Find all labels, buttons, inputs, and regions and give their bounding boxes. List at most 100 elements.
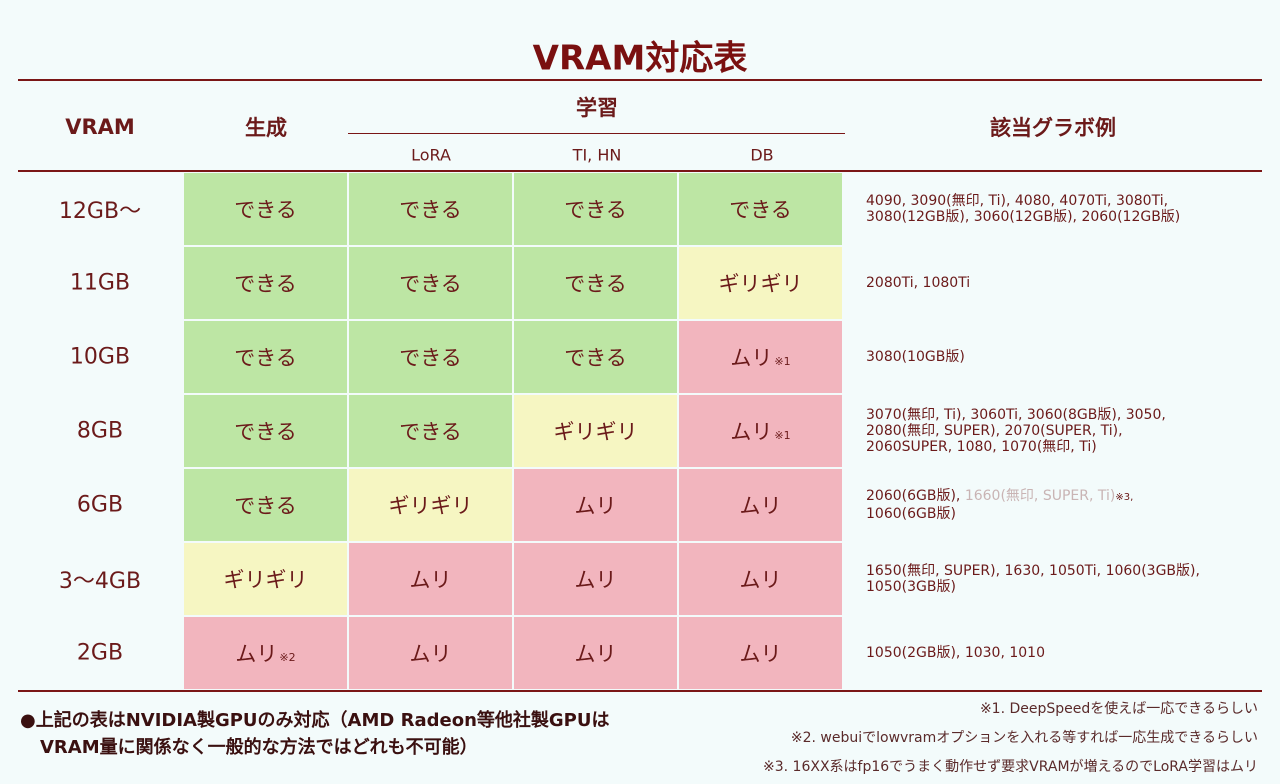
cell-text: できる [234,346,297,370]
cell-text: できる [234,272,297,296]
cell-text: ムリ [739,642,782,666]
cell-text: できる [234,494,297,518]
header: 生成 [245,116,287,140]
cell: ムリ [514,469,677,541]
header: VRAM [65,115,135,139]
gpu-line: 2080(無印, SUPER), 2070(SUPER, Ti), [866,423,1123,439]
cell: ムリ ※1 [679,395,842,467]
cell-text: ムリ [574,568,617,592]
cell-note: ※1 [774,428,791,442]
cell-text: ムリ [730,420,773,444]
footer-note: ●上記の表はNVIDIA製GPUのみ対応（AMD Radeon等他社製GPUは [20,710,610,731]
gpu-segment: 1660(無印, SUPER, Ti) [964,488,1116,504]
cell: ギリギリ [679,247,842,319]
cell: ムリ ※1 [679,321,842,393]
footnote: ※1. DeepSpeedを使えば一応できるらしい [979,701,1258,717]
cell: ギリギリ [514,395,677,467]
gpu-line: 2060(6GB版), 1660(無印, SUPER, Ti)※3, [866,488,1266,506]
rule [18,170,1262,172]
gpu-list: 4090, 3090(無印, Ti), 4080, 4070Ti, 3080Ti… [866,173,1266,245]
rule [18,79,1262,81]
row-label: 6GB [76,492,124,518]
gpu-line: 2060SUPER, 1080, 1070(無印, Ti) [866,439,1097,455]
cell-text: ムリ [739,568,782,592]
gpu-list: 3080(10GB版) [866,321,1266,393]
footer-note: VRAM量に関係なく一般的な方法ではどれも不可能） [40,737,478,758]
rule [348,133,845,134]
cell: ムリ [679,543,842,615]
gpu-line: 3070(無印, Ti), 3060Ti, 3060(8GB版), 3050, [866,407,1166,423]
title: VRAM対応表 [532,38,748,79]
gpu-line: 1060(6GB版) [866,506,956,522]
cell-text: できる [729,198,792,222]
cell: ギリギリ [349,469,512,541]
cell-text: ムリ [409,642,452,666]
gpu-list: 1050(2GB版), 1030, 1010 [866,617,1266,689]
cell: できる [184,395,347,467]
cell: できる [514,173,677,245]
gpu-line: 1650(無印, SUPER), 1630, 1050Ti, 1060(3GB版… [866,563,1200,579]
cell: ギリギリ [184,543,347,615]
gpu-line: 2080Ti, 1080Ti [866,275,971,291]
cell: できる [349,173,512,245]
row-label: 12GB〜 [58,199,142,224]
cell: ムリ ※2 [184,617,347,689]
cell-text: ムリ [574,494,617,518]
footnote: ※2. webuiでlowvramオプションを入れる等すれば一応生成できるらしい [790,730,1258,746]
gpu-list: 2060(6GB版), 1660(無印, SUPER, Ti)※3, 1060(6… [866,469,1266,541]
cell-note: ※1 [774,354,791,368]
cell: できる [184,321,347,393]
cell: ムリ [679,617,842,689]
cell-text: できる [234,420,297,444]
gpu-line: 1050(2GB版), 1030, 1010 [866,645,1045,661]
cell: ムリ [349,543,512,615]
cell: できる [349,247,512,319]
cell: できる [514,247,677,319]
cell-text: できる [399,272,462,296]
gpu-list: 1650(無印, SUPER), 1630, 1050Ti, 1060(3GB版… [866,543,1266,615]
cell-text: ギリギリ [553,420,638,444]
gpu-list: 2080Ti, 1080Ti [866,247,1266,319]
cell-text: できる [234,198,297,222]
cell: できる [184,247,347,319]
row-label: 10GB [69,344,131,370]
cell-text: できる [564,198,627,222]
cell-text: ムリ [730,346,773,370]
header: 該当グラボ例 [990,116,1116,140]
gpu-line: 3080(12GB版), 3060(12GB版), 2060(12GB版) [866,209,1181,225]
gpu-segment: ※3, [1115,492,1134,503]
header: LoRA [411,145,451,165]
cell-text: ムリ [574,642,617,666]
cell-text: ムリ [739,494,782,518]
row-label: 11GB [69,270,131,296]
cell-text: できる [564,346,627,370]
cell-text: できる [564,272,627,296]
cell-text: ギリギリ [223,568,308,592]
header: TI, HN [572,145,622,165]
gpu-segment: 2060(6GB版), [866,488,965,504]
cell: できる [349,321,512,393]
cell: できる [184,173,347,245]
header: DB [750,145,774,165]
cell: ムリ [514,543,677,615]
cell-text: できる [399,198,462,222]
row-label: 8GB [76,418,124,444]
cell-text: ムリ [409,568,452,592]
row-label: 3〜4GB [58,569,142,594]
cell: できる [679,173,842,245]
cell: ムリ [514,617,677,689]
cell: できる [349,395,512,467]
cell-text: できる [399,420,462,444]
cell-text: ギリギリ [718,272,803,296]
cell-text: ムリ [235,642,278,666]
rule [18,690,1262,692]
cell: できる [184,469,347,541]
cell-note: ※2 [279,650,296,664]
cell: できる [514,321,677,393]
gpu-line: 4090, 3090(無印, Ti), 4080, 4070Ti, 3080Ti… [866,193,1169,209]
cell-text: できる [399,346,462,370]
cell: ムリ [349,617,512,689]
gpu-line: 3080(10GB版) [866,349,965,365]
header: 学習 [576,96,618,120]
